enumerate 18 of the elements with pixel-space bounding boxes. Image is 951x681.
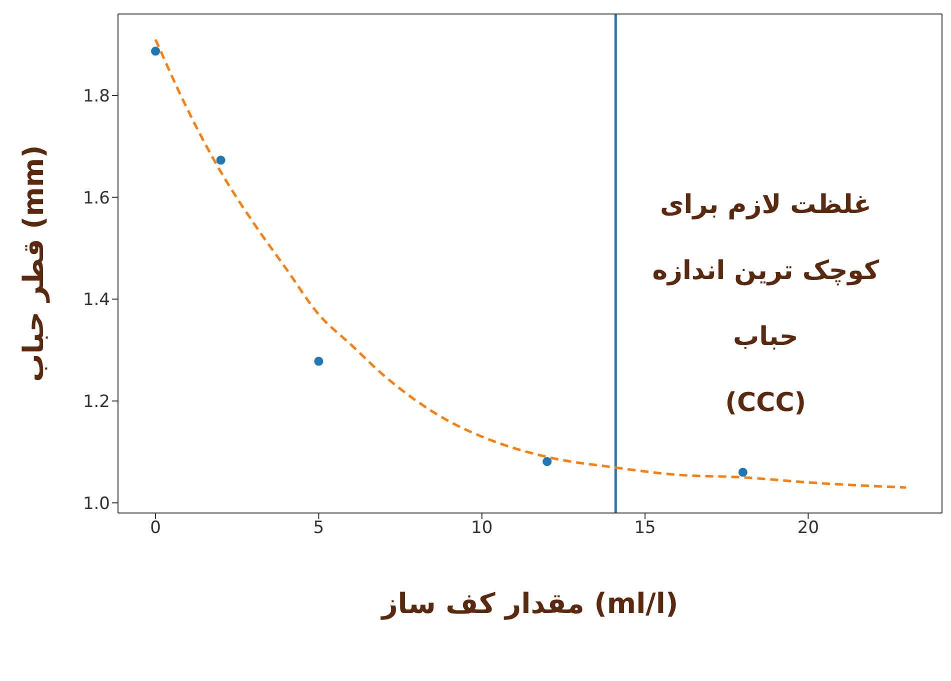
point bbox=[216, 156, 226, 165]
y-tick-label: 1.0 bbox=[82, 494, 110, 514]
x-tick-label: 5 bbox=[313, 518, 324, 538]
x-tick-label: 15 bbox=[634, 518, 656, 538]
point bbox=[542, 457, 552, 466]
point bbox=[314, 356, 324, 366]
x-axis-title: مقدار کف ساز (ml/l) bbox=[380, 587, 678, 620]
x-tick-label: 20 bbox=[797, 518, 820, 538]
y-tick-label: 1.8 bbox=[82, 86, 110, 107]
y-axis-title: قطر حباب (mm) bbox=[16, 145, 50, 382]
y-tick-label: 1.4 bbox=[82, 290, 110, 310]
x-tick-label: 10 bbox=[471, 518, 493, 538]
y-tick-label: 1.6 bbox=[82, 188, 110, 208]
y-tick-label: 1.2 bbox=[82, 392, 110, 412]
point bbox=[738, 468, 748, 477]
line-series bbox=[154, 38, 908, 489]
point bbox=[151, 46, 160, 56]
x-tick-label: 0 bbox=[150, 518, 161, 538]
